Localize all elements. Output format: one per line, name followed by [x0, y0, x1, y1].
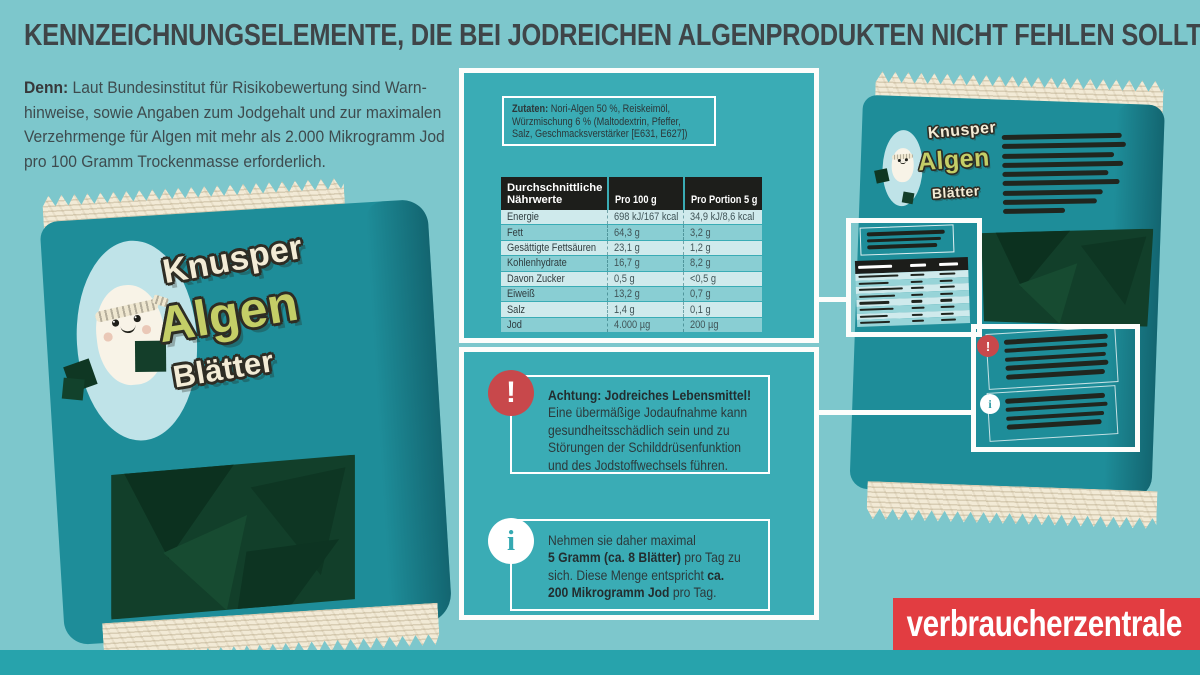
back-text-placeholder-lines	[1001, 132, 1131, 219]
nutrition-row: Eiweiß 13,2 g 0,7 g	[501, 286, 762, 303]
advice-text-box: Nehmen sie daher maximal 5 Gramm (ca. 8 B…	[510, 519, 770, 611]
mascot-cheek	[141, 324, 151, 335]
ingredients-line: Würzmischung 6 % (Maltodextrin, Pfeffer,	[512, 115, 681, 128]
info-icon: i	[488, 518, 534, 564]
ingredients-line: Zutaten: Nori-Algen 50 %, Reiskeimöl,	[512, 103, 671, 115]
advice-text: Nehmen sie daher maximal 5 Gramm (ca. 8 B…	[548, 533, 741, 601]
nori-sheet-icon	[874, 168, 890, 184]
nutrition-row: Gesättigte Fettsäuren 23,1 g 1,2 g	[501, 240, 762, 257]
ingredients-line: Salz, Geschmacksverstärker [E631, E627])	[512, 128, 688, 141]
ingredients-box: Zutaten: Nori-Algen 50 %, Reiskeimöl, Wü…	[502, 96, 716, 146]
intro-line: pro 100 Gramm Trockenmasse erforderlich.	[24, 151, 326, 171]
nutrition-row: Davon Zucker 0,5 g <0,5 g	[501, 271, 762, 287]
mascot-mouth	[120, 324, 137, 334]
intro-line: hinweise, sowie Angaben zum Jodgehalt un…	[24, 102, 442, 122]
nori-sheet-icon	[61, 377, 85, 401]
package-front-illustration: Knusper Algen Blätter	[30, 172, 464, 670]
nori-sheet-icon	[901, 191, 915, 205]
intro-line-text: Laut Bundesinstitut für Risikobewertung …	[68, 78, 427, 97]
intro-line: Denn: Laut Bundesinstitut für Risikobewe…	[24, 76, 452, 101]
package-window-small	[980, 227, 1153, 326]
logo-text: verbraucherzentrale	[906, 603, 1183, 644]
nutrition-row: Salz 1,4 g 0,1 g	[501, 302, 762, 318]
mascot-cheek	[103, 332, 113, 342]
nutrition-table-body: Energie 698 kJ/167 kcal 34,9 kJ/8,6 kcal Fe…	[501, 210, 762, 334]
nutrition-table-header: Durchschnittliche Nährwerte Pro 100 g Pr…	[501, 177, 762, 210]
footer-bar	[0, 650, 1200, 675]
ingredients-label: Zutaten:	[512, 103, 549, 115]
brand-word-algen-small: Algen	[916, 143, 991, 177]
callout-frame-nutrition	[846, 218, 982, 337]
intro-line: Verzehrmenge für Algen mit mehr als 2.00…	[24, 127, 445, 147]
col-header: Pro Portion 5 g	[691, 194, 758, 206]
label-detail-panel: Zutaten: Nori-Algen 50 %, Reiskeimöl, Wü…	[459, 68, 819, 343]
mascot-eye	[111, 319, 119, 327]
warning-icon-small: !	[977, 335, 999, 357]
callout-connector-line	[817, 410, 973, 415]
nutrition-table: Durchschnittliche Nährwerte Pro 100 g Pr…	[501, 177, 762, 334]
warning-text-box: Achtung: Jodreiches Lebensmittel! Eine ü…	[510, 375, 770, 474]
nutrition-row: Fett 64,3 g 3,2 g	[501, 225, 762, 241]
warning-icon: !	[488, 370, 534, 416]
mascot-headband	[94, 298, 160, 324]
brand-word-blaetter-small: Blätter	[931, 182, 981, 202]
intro-lead: Denn:	[24, 78, 69, 97]
nutrition-row: Jod 4.000 µg 200 µg	[501, 317, 762, 334]
verbraucherzentrale-logo: verbraucherzentrale	[893, 598, 1200, 650]
page-title: KENNZEICHNUNGSELEMENTE, DIE BEI JODREICH…	[24, 17, 1200, 52]
info-icon-small: i	[980, 394, 1000, 414]
callout-frame-warnings	[971, 324, 1140, 452]
callout-connector-line	[817, 297, 848, 302]
mascot-eye	[133, 314, 141, 322]
warning-title: Achtung: Jodreiches Lebensmittel!	[548, 388, 752, 403]
warning-text: Eine übermäßige Jodaufnahme kann gesundhe…	[548, 405, 748, 473]
intro-paragraph: Denn: Laut Bundesinstitut für Risikobewe…	[24, 76, 452, 174]
onigiri-mascot-small	[891, 147, 915, 205]
warning-panel: Achtung: Jodreiches Lebensmittel! Eine ü…	[459, 347, 819, 620]
col-header: Durchschnittliche Nährwerte	[507, 182, 603, 206]
col-header: Pro 100 g	[615, 194, 657, 206]
nutrition-row: Kohlenhydrate 16,7 g 8,2 g	[501, 256, 762, 272]
package-window	[103, 455, 363, 620]
nutrition-row: Energie 698 kJ/167 kcal 34,9 kJ/8,6 kcal	[501, 210, 762, 226]
